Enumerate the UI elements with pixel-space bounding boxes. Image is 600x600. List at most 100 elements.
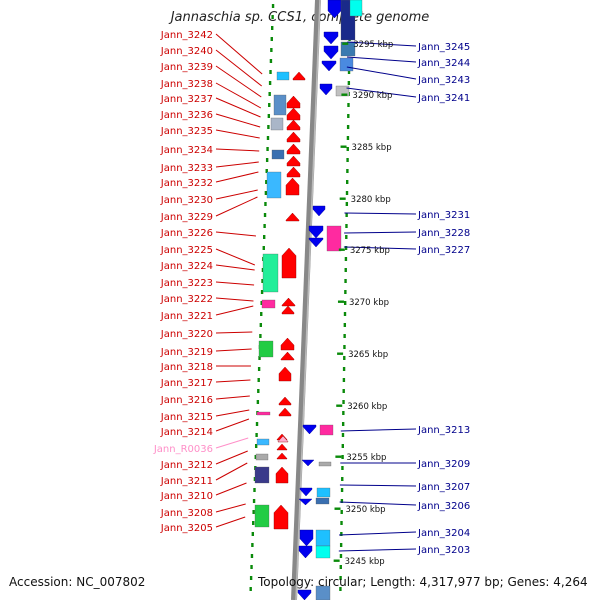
- gene-label-left[interactable]: Jann_3234: [160, 145, 213, 156]
- gene-label-right[interactable]: Jann_3244: [417, 58, 470, 69]
- gene-label-left[interactable]: Jann_3220: [160, 329, 213, 340]
- gene-label-left[interactable]: Jann_3236: [160, 110, 213, 121]
- gene-arrow-forward: [286, 131, 301, 143]
- right-tick-guide: [343, 334, 346, 338]
- right-tick-guide: [343, 312, 347, 316]
- leader-line: [215, 82, 262, 109]
- gene-label-left[interactable]: Jann_3219: [160, 347, 213, 358]
- left-tick-guide: [254, 455, 257, 459]
- left-tick-guide: [257, 378, 260, 382]
- scale-tick: [337, 352, 344, 355]
- right-tick-guide: [339, 554, 343, 558]
- right-tick-guide: [340, 499, 344, 503]
- leader-line: [215, 418, 250, 432]
- gene-label-left[interactable]: Jann_3237: [160, 94, 213, 105]
- leader-line: [346, 87, 417, 98]
- gene-arrow-forward: [285, 212, 300, 222]
- gene-block: [255, 453, 269, 461]
- gene-block: [315, 545, 331, 559]
- leader-line: [339, 531, 417, 536]
- right-tick-guide: [341, 422, 345, 426]
- left-tick-guide: [260, 290, 264, 294]
- leader-line: [215, 33, 263, 75]
- gene-label-left[interactable]: Jann_3233: [160, 163, 213, 174]
- gene-arrow-forward: [281, 247, 297, 279]
- gene-arrow-reverse: [301, 459, 315, 467]
- right-tick-guide: [339, 576, 342, 580]
- gene-label-left[interactable]: Jann_3229: [160, 212, 213, 223]
- gene-block: [270, 117, 284, 131]
- scale-label: 3255 kbp: [346, 453, 386, 463]
- right-tick-guide: [341, 466, 344, 470]
- gene-label-left[interactable]: Jann_3240: [160, 46, 213, 57]
- gene-label-right[interactable]: Jann_3231: [417, 210, 470, 221]
- gene-label-left[interactable]: Jann_3211: [160, 476, 213, 487]
- gene-label-right[interactable]: Jann_3207: [417, 482, 470, 493]
- gene-label-right[interactable]: Jann_3245: [417, 42, 470, 53]
- leader-line: [215, 409, 250, 417]
- gene-block: [254, 466, 270, 484]
- gene-label-right[interactable]: Jann_3228: [417, 228, 470, 239]
- gene-label-left[interactable]: Jann_3208: [160, 508, 213, 519]
- gene-label-left[interactable]: Jann_3230: [160, 195, 213, 206]
- right-tick-guide: [343, 323, 347, 327]
- gene-label-left[interactable]: Jann_3225: [160, 245, 213, 256]
- gene-label-left[interactable]: Jann_3218: [160, 362, 213, 373]
- gene-label-right[interactable]: Jann_3243: [417, 75, 470, 86]
- gene-label-left[interactable]: Jann_3238: [160, 79, 213, 90]
- gene-label-right[interactable]: Jann_3241: [417, 93, 470, 104]
- right-tick-guide: [340, 521, 343, 525]
- gene-labels[interactable]: Jann_3242 Jann_3240 Jann_3239 Jann_3238 Jann…: [153, 30, 470, 556]
- leader-line: [215, 248, 256, 266]
- gene-label-left[interactable]: Jann_3222: [160, 294, 213, 305]
- right-tick-guide: [344, 257, 348, 261]
- gene-arrow-reverse: [321, 60, 337, 72]
- accession-text: Accession: NC_007802: [9, 575, 146, 589]
- gene-label-right[interactable]: Jann_3209: [417, 459, 470, 470]
- leader-line: [215, 305, 254, 316]
- right-tick-guide: [339, 565, 342, 569]
- right-tick-guide: [345, 213, 348, 217]
- gene-arrow-forward: [292, 71, 306, 81]
- gene-label-right[interactable]: Jann_3203: [417, 545, 470, 556]
- leader-line: [215, 450, 248, 465]
- gene-block: [319, 424, 334, 436]
- gene-label-left[interactable]: Jann_R0036: [153, 444, 213, 455]
- gene-label-left[interactable]: Jann_3235: [160, 126, 213, 137]
- gene-arrow-reverse: [312, 205, 326, 217]
- gene-label-left[interactable]: Jann_3232: [160, 178, 213, 189]
- left-tick-guide: [252, 499, 256, 503]
- leader-line: [215, 503, 246, 513]
- leader-line: [215, 395, 250, 400]
- gene-label-right[interactable]: Jann_3206: [417, 501, 470, 512]
- left-tick-guide: [258, 356, 261, 360]
- leader-line: [215, 297, 254, 302]
- right-tick-guide: [346, 169, 349, 173]
- gene-label-left[interactable]: Jann_3210: [160, 491, 213, 502]
- gene-block: [271, 149, 285, 160]
- leader-line: [215, 97, 261, 118]
- gene-label-left[interactable]: Jann_3217: [160, 378, 213, 389]
- gene-label-left[interactable]: Jann_3214: [160, 427, 213, 438]
- gene-label-left[interactable]: Jann_3223: [160, 278, 213, 289]
- gene-label-right[interactable]: Jann_3227: [417, 245, 470, 256]
- leader-line: [339, 501, 417, 506]
- gene-label-left[interactable]: Jann_3212: [160, 460, 213, 471]
- gene-label-right[interactable]: Jann_3204: [417, 528, 470, 539]
- gene-arrow-forward: [286, 143, 301, 155]
- gene-label-left[interactable]: Jann_3242: [160, 30, 213, 41]
- gene-label-left[interactable]: Jann_3215: [160, 412, 213, 423]
- left-tick-guide: [252, 510, 255, 514]
- gene-label-left[interactable]: Jann_3226: [160, 228, 213, 239]
- gene-label-right[interactable]: Jann_3213: [417, 425, 470, 436]
- gene-label-left[interactable]: Jann_3224: [160, 261, 213, 272]
- gene-label-left[interactable]: Jann_3239: [160, 62, 213, 73]
- gene-label-left[interactable]: Jann_3216: [160, 395, 213, 406]
- gene-label-left[interactable]: Jann_3205: [160, 523, 213, 534]
- gene-block: [315, 585, 331, 600]
- gene-label-left[interactable]: Jann_3221: [160, 311, 213, 322]
- left-tick-guide: [254, 444, 258, 448]
- left-tick-guide: [250, 565, 253, 569]
- right-tick-guide: [343, 356, 346, 360]
- right-tick-guide: [341, 444, 344, 448]
